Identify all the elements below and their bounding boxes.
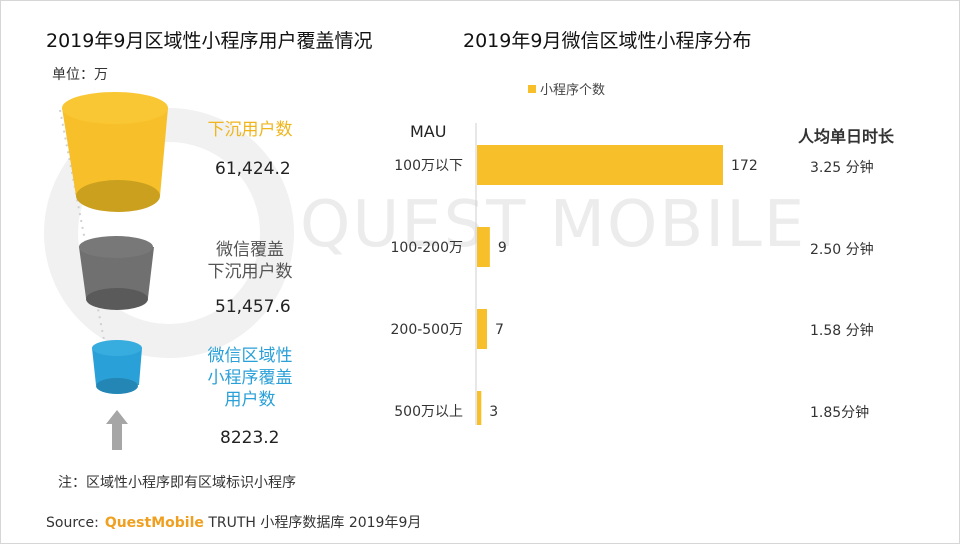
time-value-row-2: 2.50 分钟 (810, 242, 874, 258)
stat-value-sinking-users: 61,424.2 (215, 159, 291, 179)
up-arrow-icon (106, 410, 128, 450)
cup-blue (92, 348, 142, 385)
left-title: 2019年9月区域性小程序用户覆盖情况 (46, 30, 373, 52)
cup-yellow-top (62, 92, 168, 124)
cup-blue-bottom (96, 378, 138, 394)
value-label-4: 3 (489, 404, 498, 420)
unit-label: 单位：万 (52, 67, 108, 83)
bar-4 (477, 391, 482, 425)
cup-yellow (62, 108, 168, 196)
funnel-graphic (59, 92, 168, 450)
footnote: 注：区域性小程序即有区域标识小程序 (58, 475, 296, 491)
source-prefix: Source: (46, 515, 99, 531)
watermark-text: QUEST MOBILE (300, 188, 807, 262)
category-label-4: 500万以上 (394, 404, 463, 420)
source-brand: QuestMobile (104, 515, 204, 531)
source-text: TRUTH 小程序数据库 2019年9月 (208, 515, 422, 531)
value-label-1: 172 (731, 158, 758, 174)
time-value-row-3: 1.58 分钟 (810, 323, 874, 339)
time-value-row-4: 1.85分钟 (810, 405, 870, 421)
bar-2 (477, 227, 490, 267)
cup-gray-bottom (86, 288, 148, 310)
source-line: Source: QuestMobile TRUTH 小程序数据库 2019年9月 (46, 512, 421, 532)
stat-value-regional-miniprogram: 8223.2 (220, 428, 280, 448)
cup-blue-top (92, 340, 142, 356)
category-label-2: 100-200万 (391, 240, 464, 256)
cup-gray (79, 247, 154, 298)
stat-value-wechat-covered: 51,457.6 (215, 297, 291, 317)
bar-3 (477, 309, 488, 349)
stat-label-sinking-users: 下沉用户数 (207, 120, 293, 140)
time-value-row-1: 3.25 分钟 (810, 160, 874, 176)
category-label-1: 100万以下 (394, 158, 463, 174)
value-label-3: 7 (495, 322, 504, 338)
bar-1 (477, 145, 723, 185)
stat-label-wechat-covered: 微信覆盖 下沉用户数 (207, 240, 293, 282)
legend-swatch (528, 85, 536, 93)
right-title: 2019年9月微信区域性小程序分布 (463, 30, 752, 52)
value-label-2: 9 (498, 240, 507, 256)
stat-label-regional-miniprogram: 微信区域性 小程序覆盖 用户数 (207, 346, 293, 410)
legend-label: 小程序个数 (540, 83, 605, 98)
cup-yellow-bottom (76, 180, 160, 212)
category-label-3: 200-500万 (391, 322, 464, 338)
cup-gray-top (79, 236, 153, 258)
mau-header: MAU (410, 122, 446, 141)
bar-chart: 小程序个数 MAU 100万以下 172 100-200万 9 200-500万 7 500… (391, 83, 758, 425)
time-header: 人均单日时长 (798, 127, 895, 146)
